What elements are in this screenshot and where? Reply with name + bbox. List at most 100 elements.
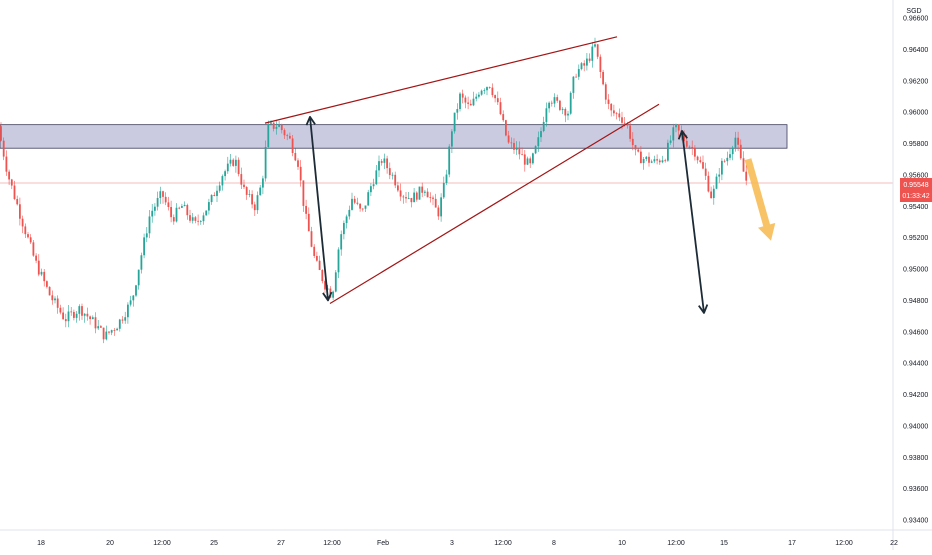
candle-body <box>129 300 132 305</box>
candle-body <box>718 174 721 177</box>
candle-body <box>286 135 289 137</box>
candle-body <box>537 137 540 147</box>
candle-body <box>699 160 702 163</box>
candle-body <box>607 99 610 104</box>
candle-body <box>89 316 91 320</box>
candle-body <box>731 147 734 155</box>
arrow-shaft <box>309 116 329 301</box>
candle-body <box>569 92 572 114</box>
y-tick-label: 0.94400 <box>903 361 928 368</box>
candle-body <box>10 179 13 186</box>
candle-body <box>278 124 280 127</box>
candle-body <box>110 330 113 333</box>
candle-body <box>345 216 348 223</box>
candle-body <box>723 160 726 162</box>
x-tick-label: 12:00 <box>323 540 341 547</box>
candle-body <box>367 192 370 206</box>
candle-body <box>197 220 199 222</box>
candle-body <box>721 160 723 175</box>
candle-body <box>442 182 445 198</box>
candle-body <box>518 147 521 155</box>
time-axis[interactable]: 18 20 12:00 25 27 12:00 Feb 3 12:00 8 10 12:00 15 17 1… <box>37 540 898 547</box>
candle-body <box>540 131 542 138</box>
x-tick-label: 3 <box>450 540 454 547</box>
y-tick-label: 0.96600 <box>903 16 928 23</box>
x-tick-label: 15 <box>720 540 728 547</box>
candle-body <box>434 198 437 208</box>
candle-body <box>318 260 321 270</box>
x-tick-label: Feb <box>377 540 389 547</box>
arrow-head <box>322 291 333 302</box>
candle-body <box>483 90 486 92</box>
candle-body <box>143 237 145 256</box>
candle-body <box>410 197 413 203</box>
candle-body <box>567 113 569 116</box>
candle-body <box>553 97 556 104</box>
candle-body <box>216 190 218 197</box>
candle-body <box>324 281 326 290</box>
candle-body <box>164 196 167 203</box>
candle-body <box>667 142 669 161</box>
candle-body <box>5 156 8 172</box>
currency-label: SGD <box>906 8 921 15</box>
y-tick-label: 0.93800 <box>903 455 928 462</box>
price-axis[interactable]: 0.93400 0.93600 0.93800 0.94000 0.94200 0.944… <box>903 16 928 525</box>
candle-body <box>675 124 677 128</box>
candle-body <box>415 192 418 200</box>
candle-body <box>626 123 629 126</box>
candle-body <box>29 237 32 243</box>
candle-body <box>283 130 286 136</box>
candle-body <box>588 58 591 61</box>
candle-body <box>132 295 135 301</box>
candle-body <box>8 171 10 180</box>
candle-body <box>580 63 583 70</box>
candle-body <box>469 103 472 106</box>
candle-body <box>696 156 699 161</box>
resistance-zone[interactable] <box>0 124 788 149</box>
candle-body <box>677 124 680 131</box>
candle-body <box>526 158 529 165</box>
candle-body <box>137 269 140 286</box>
y-tick-label: 0.94200 <box>903 392 928 399</box>
candle-body <box>235 159 237 166</box>
candle-body <box>631 138 634 146</box>
candle-body <box>623 122 626 124</box>
candle-body <box>559 100 561 110</box>
candle-body <box>707 175 710 192</box>
candle-body <box>35 255 37 261</box>
candle-body <box>694 148 696 157</box>
candle-body <box>397 185 399 191</box>
candle-body <box>83 313 86 316</box>
forecast-arrow[interactable] <box>744 158 776 241</box>
candle-body <box>59 307 62 313</box>
candle-body <box>100 326 102 328</box>
candle-body <box>170 207 172 218</box>
candle-body <box>175 207 178 222</box>
candle-body <box>726 157 729 162</box>
candle-body <box>602 71 604 85</box>
candle-body <box>167 202 170 208</box>
wedge-upper-trendline[interactable] <box>264 36 618 124</box>
candle-body <box>81 306 83 316</box>
candle-body <box>594 44 596 47</box>
candle-body <box>545 108 548 122</box>
candle-body <box>510 142 513 144</box>
candle-body <box>172 217 175 222</box>
wedge-lower-trendline[interactable] <box>329 103 660 305</box>
candle-body <box>116 328 118 331</box>
candle-body <box>275 126 278 129</box>
candle-body <box>62 312 64 320</box>
candle-body <box>256 195 259 211</box>
measure-arrow[interactable] <box>305 115 333 302</box>
candle-body <box>78 306 81 314</box>
candle-body <box>494 95 496 99</box>
candle-body <box>194 217 197 221</box>
candle-body <box>86 313 89 317</box>
candle-body <box>532 153 534 164</box>
candle-body <box>542 121 545 132</box>
candle-body <box>148 216 151 234</box>
measure-arrow[interactable] <box>677 130 709 314</box>
candle-body <box>683 133 685 141</box>
candle-body <box>67 311 70 322</box>
